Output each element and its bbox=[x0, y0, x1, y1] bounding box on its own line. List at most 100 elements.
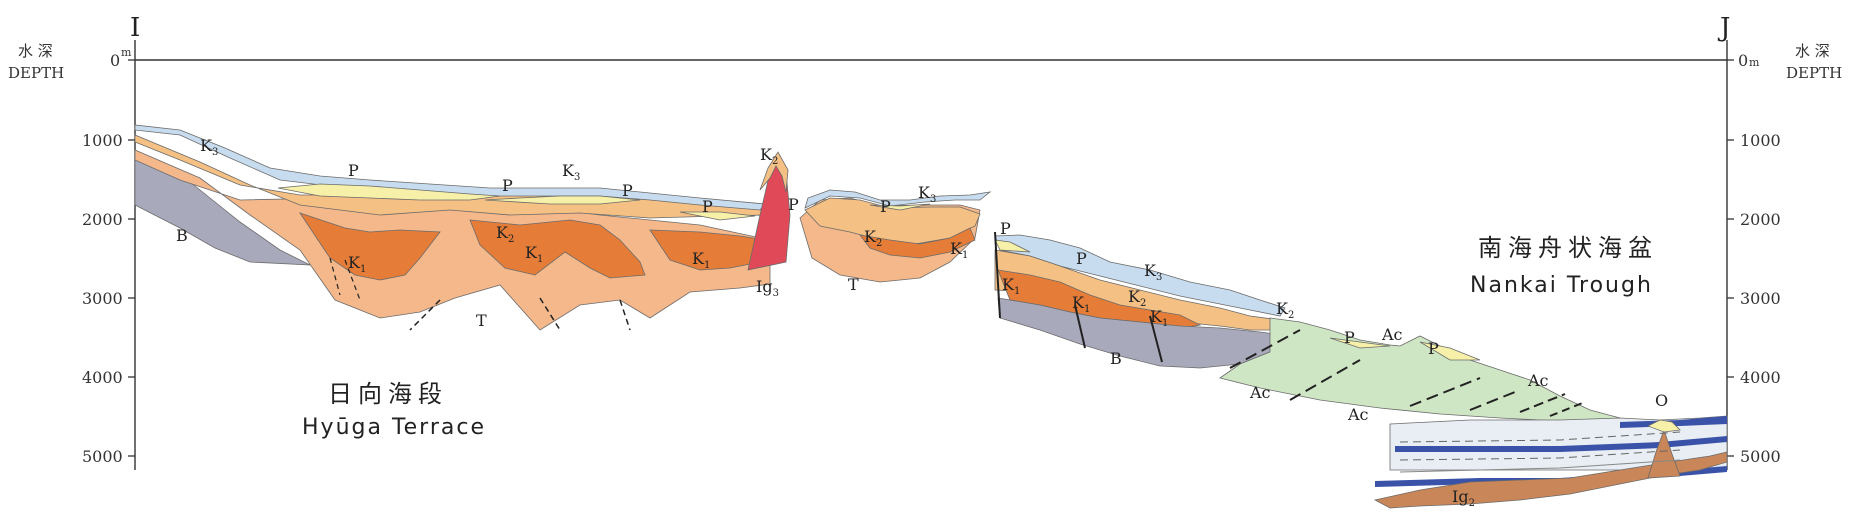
unit-label-K2: K2 bbox=[760, 145, 778, 167]
unit-P-right bbox=[994, 239, 1031, 253]
unit-O-cap bbox=[1647, 419, 1681, 433]
depth-tick-label: 0 bbox=[1738, 51, 1748, 70]
unit-P-left-c bbox=[679, 211, 756, 221]
fault-line bbox=[1074, 304, 1086, 349]
unit-label-B: B bbox=[1110, 349, 1122, 368]
fault-line bbox=[1549, 401, 1586, 417]
unit-label-K1: K1 bbox=[692, 249, 710, 271]
unit-label-P: P bbox=[502, 176, 513, 195]
unit-K3-right bbox=[994, 234, 1286, 317]
unit-label-K1: K1 bbox=[348, 253, 366, 275]
unit-label-Ac: Ac bbox=[1347, 405, 1369, 424]
blue-band-upper bbox=[1395, 436, 1727, 452]
unit-label-Ig3: Ig3 bbox=[756, 277, 779, 299]
unit-label-K3: K3 bbox=[562, 161, 580, 183]
region-labels: 日向海段 Hyūga Terrace 南海舟状海盆 Nankai Trough bbox=[302, 234, 1653, 440]
unit-K2-middle bbox=[804, 197, 981, 245]
region-left-en: Hyūga Terrace bbox=[302, 415, 486, 440]
depth-unit-label: m bbox=[121, 46, 132, 59]
unit-K3-middle bbox=[804, 189, 992, 209]
unit-label-P: P bbox=[1344, 328, 1355, 347]
fault-line-left bbox=[619, 299, 631, 331]
unit-K2-cap-on-Ig3 bbox=[759, 151, 789, 193]
unit-Ac bbox=[1219, 317, 1621, 423]
unit-K1-middle bbox=[859, 227, 976, 259]
unit-label-Ig2: Ig2 bbox=[1452, 487, 1475, 509]
unit-label-P: P bbox=[1076, 249, 1087, 268]
unit-K2-left bbox=[134, 134, 766, 219]
unit-P-Ac-b bbox=[1419, 341, 1481, 361]
fault-line bbox=[1409, 377, 1481, 407]
unit-label-K3: K3 bbox=[200, 136, 218, 158]
depth-tick-label: 2000 bbox=[1740, 210, 1781, 229]
unit-label-K3: K3 bbox=[918, 183, 936, 205]
unit-label-P: P bbox=[348, 161, 359, 180]
unit-label-P: P bbox=[788, 195, 799, 214]
fault-line bbox=[1149, 315, 1163, 363]
end-point-label: J bbox=[1717, 13, 1730, 43]
fault-line-left bbox=[329, 257, 341, 296]
blue-band-lower bbox=[1375, 466, 1727, 487]
unit-label-Ac: Ac bbox=[1527, 371, 1549, 390]
unit-label-K3: K3 bbox=[1144, 261, 1162, 283]
fault-line bbox=[1289, 359, 1361, 401]
blue-band-top-right bbox=[1620, 416, 1727, 428]
unit-label-K1: K1 bbox=[950, 239, 968, 261]
depth-tick-label: 5000 bbox=[1740, 447, 1781, 466]
unit-label-Ac: Ac bbox=[1249, 383, 1271, 402]
unit-label-K1: K1 bbox=[1002, 275, 1020, 297]
unit-label-K2: K2 bbox=[1276, 299, 1294, 321]
region-left-jp: 日向海段 bbox=[328, 380, 448, 408]
depth-caption-jp-left: 水 深 bbox=[18, 42, 53, 60]
depth-caption-jp-right: 水 深 bbox=[1795, 42, 1830, 60]
depth-tick-label: 5000 bbox=[82, 447, 123, 466]
unit-label-B: B bbox=[176, 226, 188, 245]
depth-tick-label: 2000 bbox=[82, 210, 123, 229]
unit-P-left-a bbox=[277, 183, 501, 201]
region-right-en: Nankai Trough bbox=[1470, 273, 1653, 298]
unit-P-Ac-a bbox=[1329, 337, 1391, 349]
depth-tick-label: 3000 bbox=[82, 289, 123, 308]
unit-label-P: P bbox=[880, 197, 891, 216]
fault-line bbox=[994, 231, 1001, 319]
depth-tick-label: 4000 bbox=[82, 368, 123, 387]
left-ticks bbox=[128, 59, 135, 457]
unit-label-Ac: Ac bbox=[1381, 325, 1403, 344]
unit-label-K1: K1 bbox=[525, 243, 543, 265]
right-ticks bbox=[1727, 59, 1734, 457]
unit-labels: K3 P P K3 P P B K2 K1 K1 K1 T K2 Ig3 P P… bbox=[176, 136, 1668, 509]
fault-line bbox=[1229, 329, 1301, 369]
thin-bedding bbox=[1399, 459, 1681, 473]
unit-trough-fill bbox=[1389, 415, 1728, 471]
unit-label-T: T bbox=[476, 311, 487, 330]
unit-Ig2 bbox=[1373, 451, 1728, 509]
unit-label-K1: K1 bbox=[1150, 307, 1168, 329]
unit-label-K2: K2 bbox=[1128, 287, 1146, 309]
depth-caption-en-left: DEPTH bbox=[8, 64, 64, 82]
fault-lines bbox=[329, 231, 1681, 473]
depth-unit-label: m bbox=[1749, 56, 1760, 69]
unit-label-P: P bbox=[1000, 219, 1011, 238]
axes-frame: I J 水 深 DEPTH 水 深 DEPTH 0 m 1000 2000 30… bbox=[8, 13, 1842, 470]
unit-O-cone bbox=[1647, 428, 1681, 479]
thin-bedding bbox=[1399, 449, 1681, 461]
depth-tick-label: 4000 bbox=[1740, 368, 1781, 387]
unit-label-P: P bbox=[1428, 339, 1439, 358]
start-point-label: I bbox=[130, 13, 140, 43]
fault-line bbox=[1469, 389, 1521, 411]
unit-label-T: T bbox=[848, 275, 859, 294]
fault-line-left bbox=[539, 297, 561, 331]
unit-label-P: P bbox=[622, 181, 633, 200]
fault-line-left bbox=[409, 299, 441, 331]
depth-caption-en-right: DEPTH bbox=[1786, 64, 1842, 82]
unit-P-left-b bbox=[484, 195, 641, 205]
depth-tick-label: 1000 bbox=[1740, 131, 1781, 150]
unit-label-K1: K1 bbox=[1072, 293, 1090, 315]
thin-bedding bbox=[1399, 431, 1681, 443]
fault-line bbox=[1519, 393, 1566, 413]
depth-tick-label: 1000 bbox=[82, 131, 123, 150]
unit-label-K2: K2 bbox=[864, 227, 882, 249]
unit-label-K2: K2 bbox=[496, 223, 514, 245]
unit-label-O: O bbox=[1655, 391, 1668, 410]
